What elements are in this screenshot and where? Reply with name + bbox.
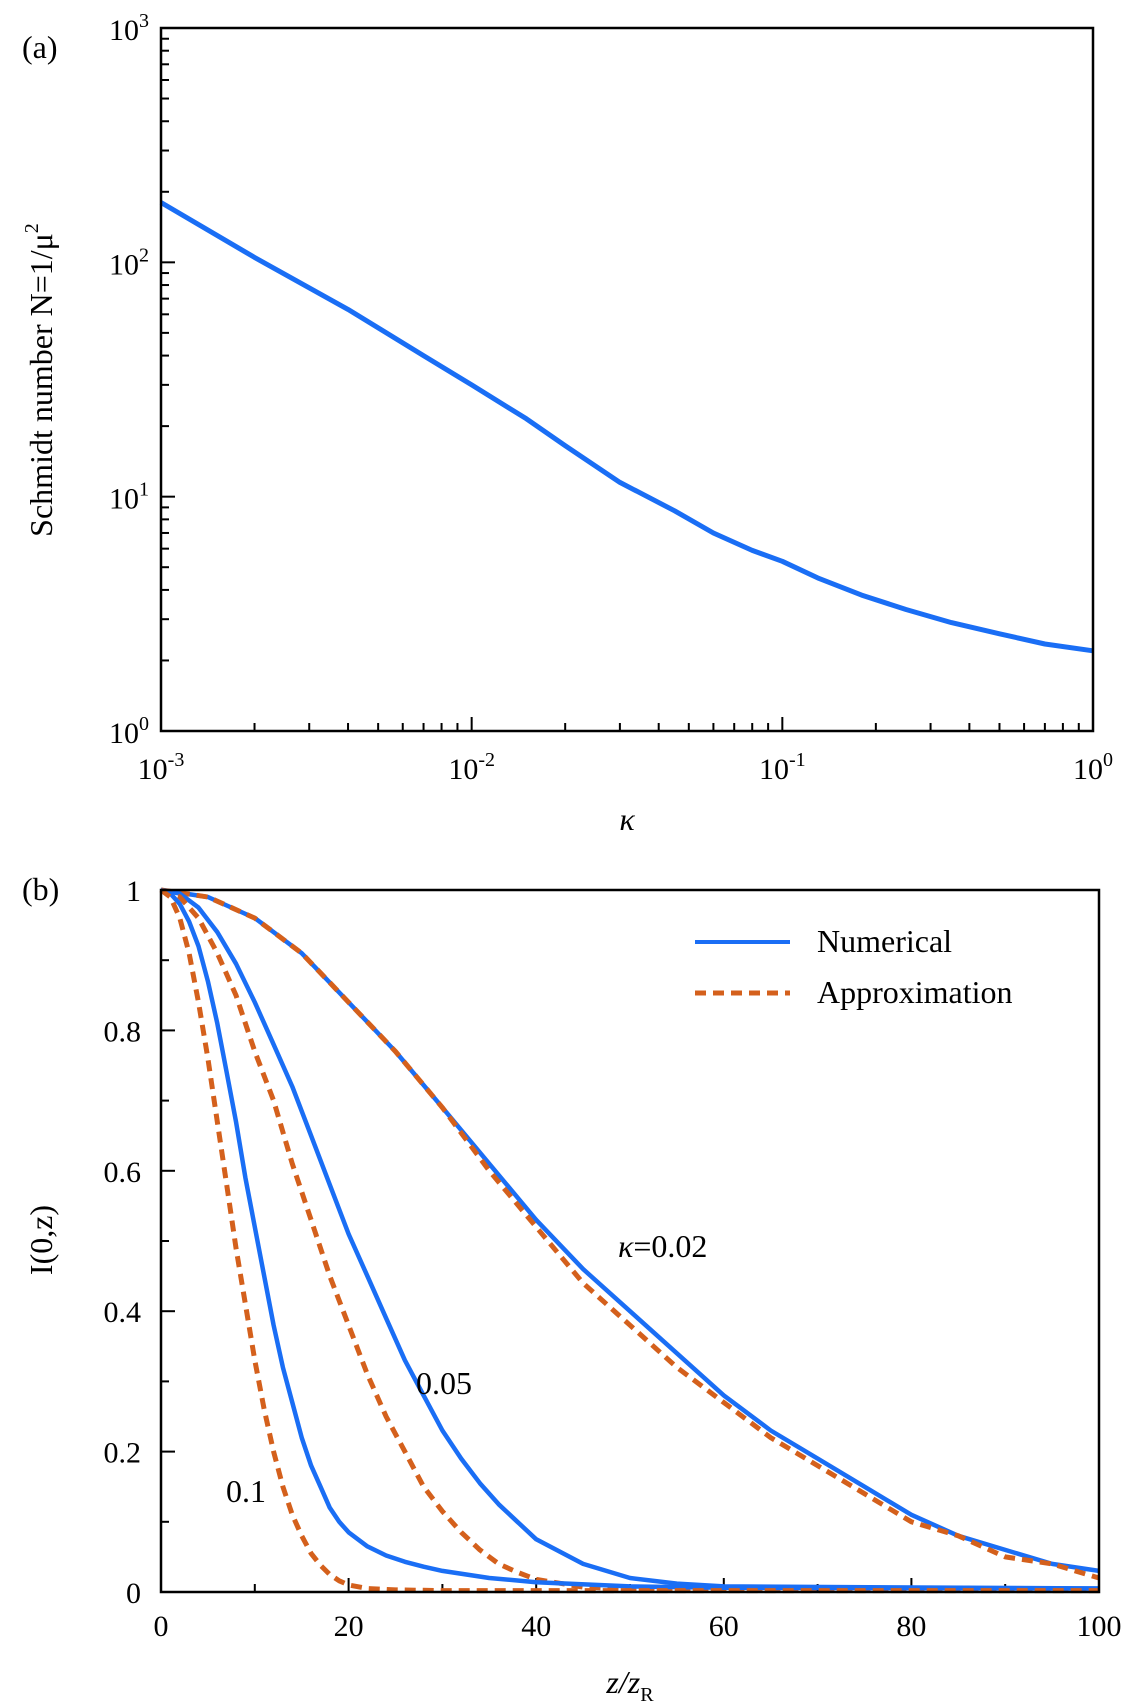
series-line-3	[160, 887, 1100, 1591]
panel-b-frame	[159, 888, 1101, 1594]
x-tick-exp: 0	[1103, 749, 1113, 771]
y-tick-label: 100	[109, 713, 149, 750]
y-tick-base: 10	[109, 248, 139, 281]
y-tick-label: 102	[109, 244, 149, 281]
x-tick-base: 10	[1073, 753, 1103, 786]
x-tick-label: 10-3	[138, 749, 185, 786]
x-tick-base: 10	[448, 753, 478, 786]
x-tick-label: 60	[709, 1610, 739, 1643]
panel-b: (b) 0 20 40 60 80 100 0 0.2 0.4 0.6 0.8 1 Numerical…	[22, 871, 1122, 1706]
x-tick-base: 10	[759, 753, 789, 786]
y-tick-exp: 2	[139, 244, 149, 266]
panel-b-xlabel-sub: R	[640, 1684, 654, 1706]
panel-a-ylabel-sup: 2	[21, 223, 43, 233]
panel-a-label: (a)	[22, 29, 58, 65]
y-tick-label: 1	[126, 875, 141, 908]
x-tick-exp: -2	[478, 749, 495, 771]
panel-b-xlabel-text: z/z	[605, 1664, 640, 1700]
panel-b-tick-labels: 0 20 40 60 80 100 0 0.2 0.4 0.6 0.8 1	[104, 875, 1122, 1643]
x-tick-label: 100	[1077, 1610, 1122, 1643]
legend-numerical-label: Numerical	[817, 923, 952, 959]
y-tick-exp: 0	[139, 713, 149, 735]
y-tick-label: 0.6	[104, 1156, 142, 1189]
x-tick-exp: -1	[789, 749, 806, 771]
y-tick-exp: 1	[139, 479, 149, 501]
panel-a-ylabel: Schmidt number N=1/μ2	[21, 223, 59, 537]
y-tick-label: 103	[109, 10, 149, 47]
panel-a-frame	[159, 26, 1095, 733]
x-tick-label: 80	[896, 1610, 926, 1643]
y-tick-exp: 3	[139, 10, 149, 32]
y-tick-label: 0.4	[104, 1296, 142, 1329]
annotation-kappa-0.02: κ=0.02	[618, 1228, 707, 1264]
x-tick-label: 10-2	[448, 749, 495, 786]
panel-a-ticks	[160, 37, 1094, 732]
legend-approximation-label: Approximation	[817, 974, 1013, 1010]
panel-b-xlabel: z/zR	[605, 1664, 654, 1706]
y-tick-label: 0	[126, 1577, 141, 1610]
x-tick-exp: -3	[168, 749, 185, 771]
panel-a-series	[159, 200, 1094, 654]
y-tick-base: 10	[109, 717, 139, 750]
y-tick-base: 10	[109, 483, 139, 516]
y-tick-label: 0.2	[104, 1437, 142, 1470]
annotation-0.1: 0.1	[226, 1473, 266, 1509]
annotation-0.05: 0.05	[416, 1365, 472, 1401]
panel-a-ylabel-text: Schmidt number N=1/μ	[23, 233, 59, 537]
legend: Numerical Approximation	[695, 923, 1013, 1010]
panel-b-series	[159, 887, 1100, 1594]
x-tick-label: 100	[1073, 749, 1113, 786]
y-tick-label: 101	[109, 479, 149, 516]
x-tick-base: 10	[138, 753, 168, 786]
y-tick-label: 0.8	[104, 1015, 142, 1048]
panel-b-label: (b)	[22, 871, 59, 907]
panel-a-xlabel: κ	[619, 801, 635, 837]
y-tick-base: 10	[109, 14, 139, 47]
x-tick-label: 40	[521, 1610, 551, 1643]
annotation-kappa-value: =0.02	[633, 1228, 707, 1264]
x-tick-label: 0	[154, 1610, 169, 1643]
annotation-kappa-symbol: κ	[618, 1228, 634, 1264]
x-tick-label: 10-1	[759, 749, 806, 786]
series-line-schmidt	[159, 200, 1094, 654]
x-tick-label: 20	[334, 1610, 364, 1643]
panel-b-ylabel: I(0,z)	[23, 1205, 59, 1275]
